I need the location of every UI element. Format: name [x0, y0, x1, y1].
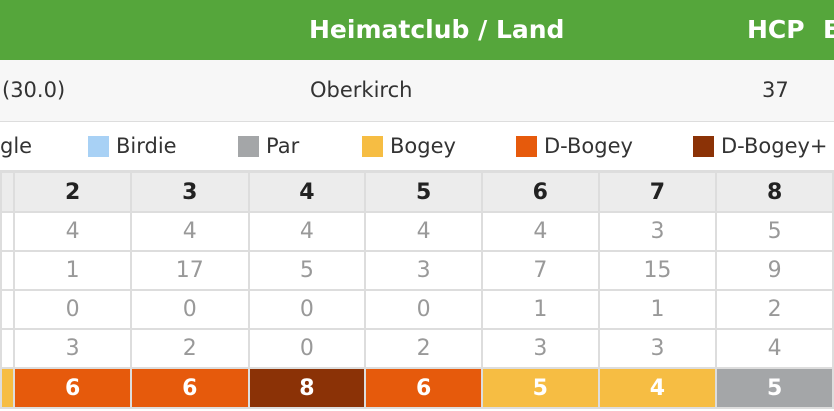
stat-cell: 3	[480, 328, 600, 369]
legend-item: gle	[0, 122, 32, 170]
hole-cell-partial	[0, 171, 16, 213]
stat-cell: 4	[364, 211, 483, 252]
score-cell: 6	[364, 367, 483, 409]
stat-cell: 15	[597, 250, 718, 291]
stat-cell: 0	[364, 289, 483, 330]
stat-cell: 9	[715, 250, 834, 291]
hole-number-cell: 4	[247, 171, 367, 213]
player-info-row: (30.0) Oberkirch 37	[0, 60, 834, 122]
scorecard-table: 2 3 4 5 6 7 8 4 4 4 4 4 3 5 1 17 5 3 7 15 9 0 0 0 0 1 1 2 3 2 0 2 3 3 4 6 6 8…	[0, 171, 834, 409]
stat-cell: 5	[247, 250, 367, 291]
stat-cell: 0	[247, 289, 367, 330]
stat-cell: 3	[597, 328, 718, 369]
score-cell: 5	[480, 367, 600, 409]
stat-cell-partial	[0, 250, 16, 291]
stat-cell-partial	[0, 328, 16, 369]
stat-cell: 3	[597, 211, 718, 252]
player-hcp-exact: (30.0)	[2, 78, 66, 102]
score-legend: gle Birdie Par Bogey D-Bogey D-Bogey+	[0, 122, 834, 171]
stat-cell: 4	[13, 211, 133, 252]
hole-number-cell: 2	[13, 171, 133, 213]
stat-cell: 4	[130, 211, 250, 252]
player-club: Oberkirch	[310, 78, 413, 102]
header-extra-label: E	[823, 15, 834, 44]
hole-number-cell: 5	[364, 171, 483, 213]
legend-label: D-Bogey+	[721, 134, 828, 158]
stat-cell: 3	[364, 250, 483, 291]
stat-cell: 17	[130, 250, 250, 291]
stat-cell: 1	[480, 289, 600, 330]
stat-cell-partial	[0, 289, 16, 330]
score-cell: 6	[13, 367, 133, 409]
legend-label: Par	[266, 134, 300, 158]
legend-swatch	[362, 135, 383, 157]
legend-label: D-Bogey	[544, 134, 633, 158]
player-hcp: 37	[762, 78, 789, 102]
header-hcp-label: HCP	[747, 15, 805, 44]
legend-item: D-Bogey	[516, 122, 633, 170]
stat-cell: 2	[364, 328, 483, 369]
stat-cell: 5	[715, 211, 834, 252]
stat-cell: 1	[13, 250, 133, 291]
scorecard-header: Heimatclub / Land HCP E	[0, 0, 834, 60]
stat-cell: 4	[715, 328, 834, 369]
legend-swatch	[88, 135, 109, 157]
score-cell: 5	[715, 367, 834, 409]
legend-item: D-Bogey+	[693, 122, 828, 170]
hole-number-cell: 6	[480, 171, 600, 213]
score-cell: 4	[597, 367, 718, 409]
stat-cell: 2	[715, 289, 834, 330]
legend-label: gle	[0, 134, 33, 158]
legend-label: Bogey	[390, 134, 456, 158]
legend-item: Par	[238, 122, 299, 170]
stat-cell: 2	[130, 328, 250, 369]
stat-cell: 0	[130, 289, 250, 330]
header-club-label: Heimatclub / Land	[309, 15, 565, 44]
hcp-row: 1 17 5 3 7 15 9	[0, 250, 834, 291]
legend-swatch	[238, 135, 259, 157]
legend-swatch	[516, 135, 537, 157]
stat-cell: 4	[480, 211, 600, 252]
stat-cell: 0	[247, 328, 367, 369]
stat-cell: 7	[480, 250, 600, 291]
score-cell-partial	[0, 367, 16, 409]
hole-number-cell: 3	[130, 171, 250, 213]
stat-cell: 0	[13, 289, 133, 330]
hole-number-cell: 7	[597, 171, 718, 213]
stat-cell: 1	[597, 289, 718, 330]
legend-item: Bogey	[362, 122, 456, 170]
score-cell: 8	[247, 367, 367, 409]
legend-label: Birdie	[116, 134, 177, 158]
stat-cell: 3	[13, 328, 133, 369]
legend-swatch	[693, 135, 714, 157]
stat-cell: 4	[247, 211, 367, 252]
stat-cell-partial	[0, 211, 16, 252]
legend-item: Birdie	[88, 122, 177, 170]
score-cell: 6	[130, 367, 250, 409]
hole-number-cell: 8	[715, 171, 834, 213]
